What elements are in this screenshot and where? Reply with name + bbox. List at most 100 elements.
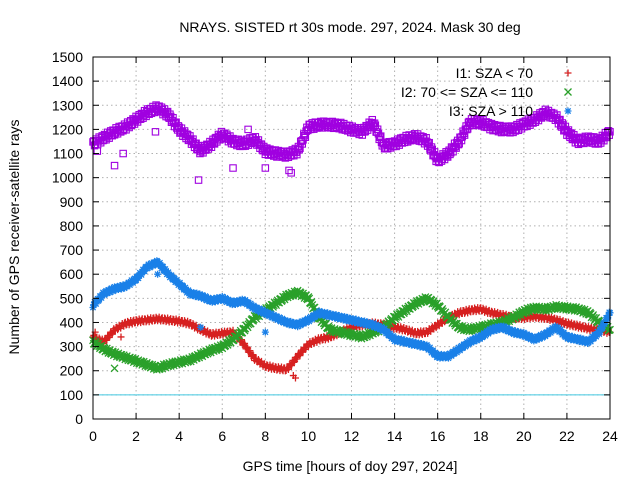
y-axis-label: Number of GPS receiver-satellite rays xyxy=(6,120,22,355)
y-tick-label: 1000 xyxy=(52,170,83,186)
y-tick-label: 1300 xyxy=(52,97,83,113)
data-point xyxy=(290,358,298,366)
y-axis-ticks: 0 100 200 300 400 500 600 700 800 900 1000 1100 1200… xyxy=(52,49,610,427)
data-point-outlier xyxy=(287,169,295,177)
legend-label: I1: SZA < 70 xyxy=(456,65,534,81)
data-point xyxy=(601,320,609,328)
data-point xyxy=(381,324,389,332)
legend-marker xyxy=(564,107,572,115)
y-tick-label: 100 xyxy=(60,387,84,403)
x-axis-ticks: 0 2 4 6 8 10 12 14 16 18 20 22 24 xyxy=(89,57,618,444)
data-point xyxy=(214,297,222,305)
data-point xyxy=(261,307,269,315)
x-tick-label: 18 xyxy=(473,428,489,444)
data-point-outlier xyxy=(261,328,269,336)
data-point-outlier xyxy=(110,161,119,170)
legend-marker xyxy=(564,88,572,96)
data-point xyxy=(392,334,400,342)
y-tick-label: 1500 xyxy=(52,49,83,65)
data-point xyxy=(426,343,434,351)
data-point xyxy=(164,268,172,276)
data-point xyxy=(479,332,487,340)
data-point xyxy=(401,336,409,344)
data-point xyxy=(344,313,352,321)
data-point-outlier xyxy=(291,374,299,382)
x-tick-label: 8 xyxy=(261,428,269,444)
data-point xyxy=(523,330,531,338)
data-point xyxy=(557,326,565,334)
data-point xyxy=(451,349,459,357)
data-point xyxy=(551,322,559,330)
legend-label: I2: 70 <= SZA <= 110 xyxy=(401,84,533,100)
data-point xyxy=(493,326,501,334)
data-point xyxy=(161,265,169,273)
data-point xyxy=(604,315,612,323)
data-point-outlier xyxy=(244,125,252,134)
legend-marker xyxy=(564,69,572,77)
data-point xyxy=(601,318,609,326)
data-point xyxy=(247,300,255,308)
y-tick-label: 200 xyxy=(60,363,84,379)
data-point xyxy=(149,262,157,270)
data-point xyxy=(134,274,142,282)
x-tick-label: 4 xyxy=(175,428,183,444)
x-tick-label: 6 xyxy=(218,428,226,444)
data-point-outlier xyxy=(229,164,237,172)
data-point xyxy=(300,320,308,328)
data-point xyxy=(296,137,305,146)
data-point xyxy=(307,298,316,306)
data-point xyxy=(568,332,576,340)
data-point xyxy=(423,138,431,146)
y-tick-label: 600 xyxy=(60,266,84,282)
data-point xyxy=(224,296,232,304)
data-point xyxy=(245,348,253,356)
data-point-outlier xyxy=(110,364,119,373)
y-tick-label: 800 xyxy=(60,218,84,234)
x-tick-label: 22 xyxy=(559,428,575,444)
data-point xyxy=(459,344,467,352)
data-point xyxy=(468,339,476,347)
data-point xyxy=(544,330,552,338)
y-tick-label: 700 xyxy=(60,242,84,258)
data-point xyxy=(604,311,612,319)
data-point-outlier xyxy=(197,323,205,331)
data-point-outlier xyxy=(285,166,293,175)
series-2 xyxy=(89,257,614,362)
data-point xyxy=(156,259,164,267)
data-point-outlier xyxy=(261,164,270,172)
y-tick-label: 1400 xyxy=(52,73,83,89)
data-point xyxy=(241,339,249,347)
data-point-outlier xyxy=(117,333,125,341)
data-point xyxy=(171,275,179,283)
data-point-outlier xyxy=(151,128,160,136)
x-tick-label: 20 xyxy=(516,428,532,444)
data-point xyxy=(181,284,189,292)
data-point xyxy=(592,333,600,341)
data-point xyxy=(481,332,489,340)
series-3 xyxy=(89,101,614,184)
data-point-outlier xyxy=(119,149,127,158)
y-tick-label: 500 xyxy=(60,290,84,306)
x-tick-label: 10 xyxy=(301,428,317,444)
data-point-outlier xyxy=(154,270,162,278)
data-point xyxy=(604,127,613,135)
data-point xyxy=(424,342,432,350)
y-tick-label: 1100 xyxy=(53,146,83,162)
data-point xyxy=(598,324,606,332)
x-tick-label: 24 xyxy=(602,428,618,444)
data-point xyxy=(595,330,603,338)
data-point xyxy=(364,318,372,326)
data-point xyxy=(243,343,251,351)
data-point xyxy=(298,317,306,325)
legend-label: I3: SZA > 110 xyxy=(449,103,533,119)
data-point xyxy=(126,281,134,289)
data-point xyxy=(137,271,145,279)
data-point xyxy=(231,301,239,309)
x-tick-label: 16 xyxy=(430,428,446,444)
data-point xyxy=(196,290,204,298)
data-point xyxy=(124,282,132,290)
x-tick-label: 0 xyxy=(89,428,97,444)
data-point xyxy=(530,337,538,345)
y-tick-label: 900 xyxy=(60,194,84,210)
